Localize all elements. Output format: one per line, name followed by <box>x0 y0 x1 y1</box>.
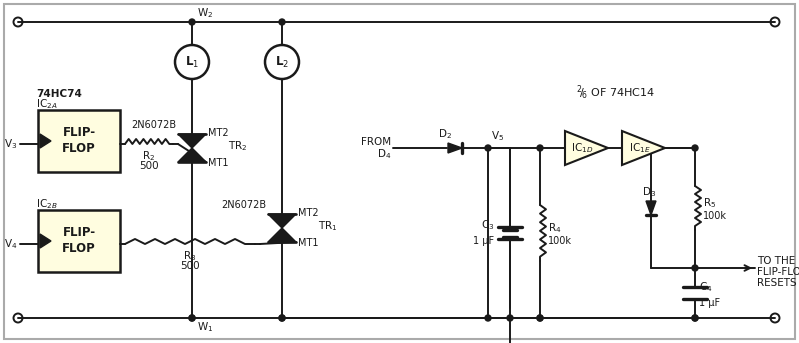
Polygon shape <box>646 201 656 215</box>
FancyBboxPatch shape <box>38 210 120 272</box>
Text: 2N6072B: 2N6072B <box>221 200 266 210</box>
Text: R$_4$: R$_4$ <box>548 221 562 235</box>
Text: RESETS: RESETS <box>757 278 797 288</box>
Polygon shape <box>178 134 206 148</box>
Polygon shape <box>448 143 462 153</box>
Circle shape <box>189 315 195 321</box>
Circle shape <box>279 315 285 321</box>
Text: IC$_{1D}$: IC$_{1D}$ <box>571 141 594 155</box>
Text: V$_5$: V$_5$ <box>491 129 504 143</box>
Text: IC$_{2B}$: IC$_{2B}$ <box>36 197 58 211</box>
Text: D$_3$: D$_3$ <box>642 185 656 199</box>
Text: TR$_1$: TR$_1$ <box>318 219 338 233</box>
Polygon shape <box>565 131 608 165</box>
Text: FLOP: FLOP <box>62 241 96 255</box>
Polygon shape <box>622 131 665 165</box>
Text: C$_4$: C$_4$ <box>699 280 713 294</box>
Text: L$_2$: L$_2$ <box>275 55 289 70</box>
Text: R$_5$: R$_5$ <box>703 196 716 210</box>
Text: 74HC74: 74HC74 <box>36 89 81 99</box>
Polygon shape <box>40 234 51 248</box>
FancyBboxPatch shape <box>38 110 120 172</box>
Text: 1 μF: 1 μF <box>699 298 720 308</box>
Text: MT2: MT2 <box>208 128 229 138</box>
Text: R$_2$: R$_2$ <box>142 149 156 163</box>
Circle shape <box>507 315 513 321</box>
Text: C$_3$: C$_3$ <box>480 218 494 232</box>
Text: L$_1$: L$_1$ <box>185 55 199 70</box>
Text: 500: 500 <box>181 261 200 271</box>
Circle shape <box>189 19 195 25</box>
Polygon shape <box>40 134 51 148</box>
Circle shape <box>485 145 491 151</box>
Text: FLIP-FLOP: FLIP-FLOP <box>757 267 799 277</box>
Text: 1 μF: 1 μF <box>473 236 494 246</box>
Text: W$_1$: W$_1$ <box>197 320 213 334</box>
Text: FLIP-: FLIP- <box>62 226 96 239</box>
Text: FLOP: FLOP <box>62 142 96 154</box>
Circle shape <box>537 315 543 321</box>
Text: TR$_2$: TR$_2$ <box>228 139 248 153</box>
Text: V$_4$: V$_4$ <box>4 237 17 251</box>
Text: 500: 500 <box>139 161 159 171</box>
Text: D$_2$: D$_2$ <box>438 127 452 141</box>
Circle shape <box>537 145 543 151</box>
Circle shape <box>485 315 491 321</box>
Polygon shape <box>268 214 296 228</box>
Text: R$_3$: R$_3$ <box>183 249 197 263</box>
Polygon shape <box>268 228 296 242</box>
Text: FLIP-: FLIP- <box>62 127 96 140</box>
Text: D$_4$: D$_4$ <box>376 147 391 161</box>
Circle shape <box>692 145 698 151</box>
Text: 100k: 100k <box>548 236 572 246</box>
Text: $^2\!/\!_6$ OF 74HC14: $^2\!/\!_6$ OF 74HC14 <box>575 84 654 102</box>
Circle shape <box>279 19 285 25</box>
Text: MT1: MT1 <box>208 158 229 168</box>
Circle shape <box>189 315 195 321</box>
Polygon shape <box>178 148 206 162</box>
Text: 2N6072B: 2N6072B <box>131 120 176 130</box>
Text: IC$_{2A}$: IC$_{2A}$ <box>36 97 58 111</box>
Text: IC$_{1E}$: IC$_{1E}$ <box>629 141 650 155</box>
Text: MT1: MT1 <box>298 238 319 248</box>
Circle shape <box>692 265 698 271</box>
Circle shape <box>692 315 698 321</box>
Text: W$_2$: W$_2$ <box>197 6 213 20</box>
Circle shape <box>537 315 543 321</box>
Text: 100k: 100k <box>703 211 727 221</box>
Text: V$_3$: V$_3$ <box>4 137 17 151</box>
Text: MT2: MT2 <box>298 208 319 218</box>
Text: TO THE: TO THE <box>757 256 795 266</box>
Circle shape <box>279 315 285 321</box>
Circle shape <box>692 315 698 321</box>
Text: FROM: FROM <box>361 137 391 147</box>
